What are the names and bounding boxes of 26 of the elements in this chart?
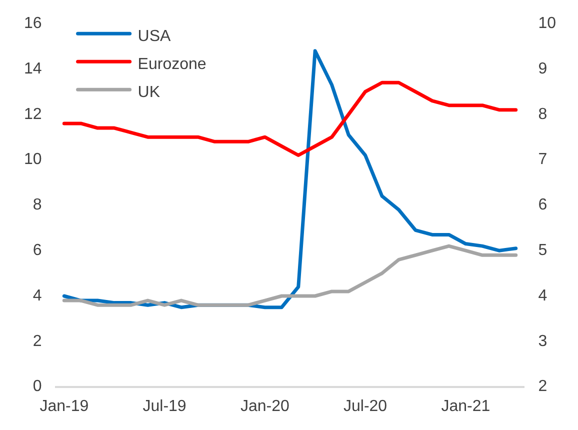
- legend-label: Eurozone: [138, 56, 206, 74]
- y2-tick-label: 10: [538, 15, 556, 32]
- y-tick-label: 14: [24, 60, 42, 78]
- x-tick-label: Jan-21: [441, 398, 490, 415]
- y-tick-label: 2: [32, 332, 42, 350]
- x-tick-label: Jul-19: [142, 398, 186, 415]
- y-tick-label: 12: [24, 106, 42, 123]
- y-tick-label: 6: [32, 242, 42, 260]
- y2-tick-label: 9: [538, 60, 548, 78]
- y2-tick-label: 6: [538, 196, 548, 214]
- y2-tick-label: 4: [538, 287, 548, 304]
- y2-tick-label: 7: [538, 151, 548, 168]
- y2-tick-label: 5: [538, 242, 548, 260]
- y-tick-label: 4: [32, 287, 42, 304]
- x-tick-label: Jan-20: [240, 398, 290, 415]
- y2-tick-label: 8: [538, 106, 548, 123]
- y-tick-label: 16: [24, 15, 42, 32]
- y-tick-label: 0: [32, 378, 42, 396]
- legend-label: UK: [138, 84, 160, 102]
- x-tick-label: Jan-19: [40, 398, 89, 415]
- x-tick-label: Jul-20: [343, 398, 388, 415]
- y2-tick-label: 3: [538, 332, 548, 350]
- y-tick-label: 8: [32, 196, 42, 214]
- y2-tick-label: 2: [538, 378, 548, 396]
- y-tick-label: 10: [24, 151, 42, 168]
- legend-label: USA: [138, 28, 172, 46]
